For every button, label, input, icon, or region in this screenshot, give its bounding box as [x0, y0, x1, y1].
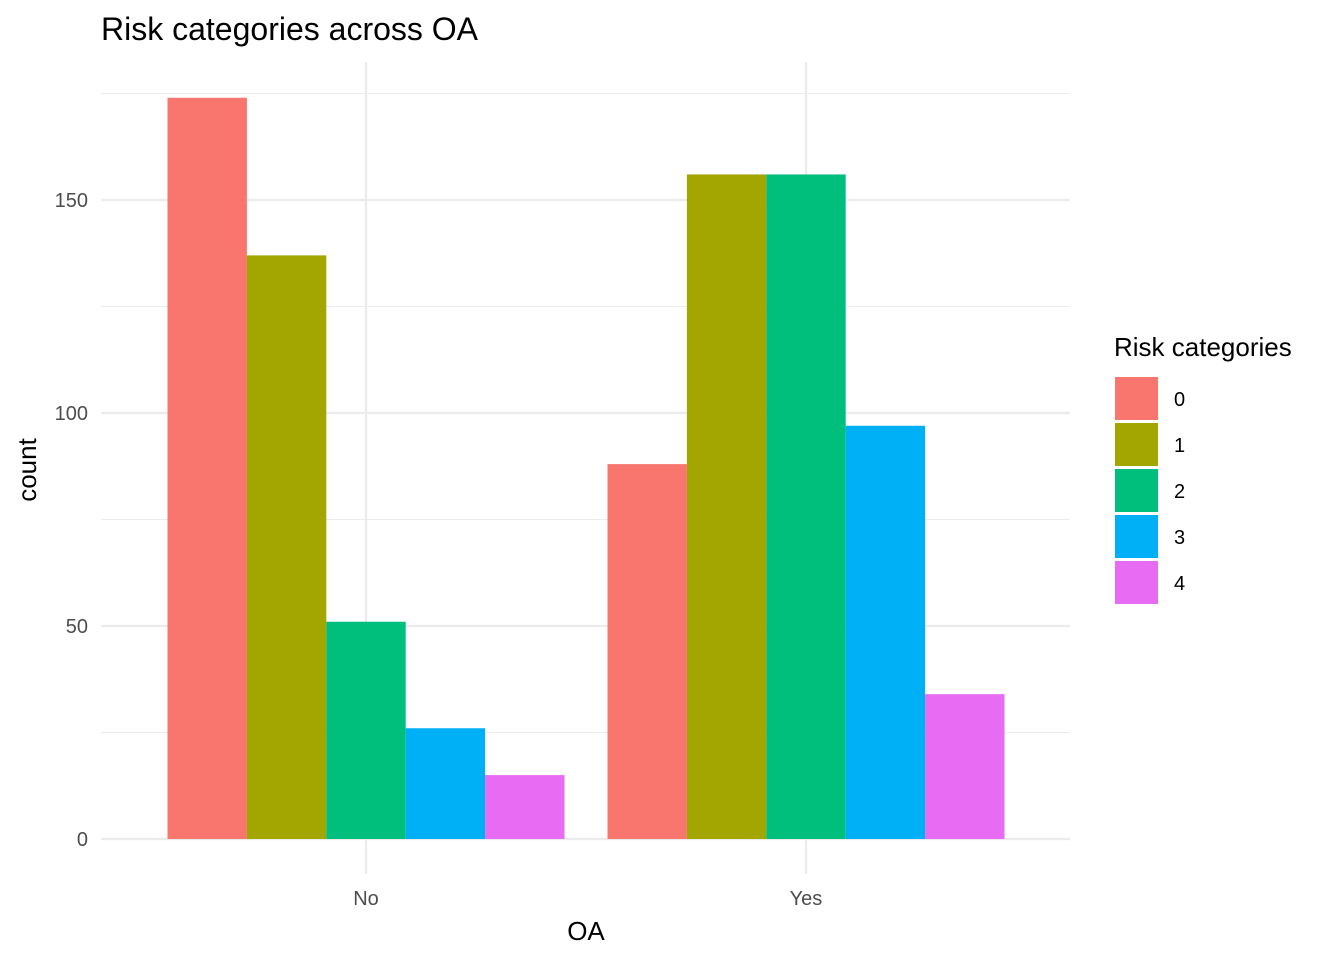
x-axis-title: OA	[567, 916, 605, 946]
bar-yes-risk-0	[607, 464, 687, 839]
y-axis-title: count	[12, 437, 42, 501]
legend-label: 2	[1174, 481, 1185, 503]
bar-no-risk-4	[485, 775, 565, 839]
bar-yes-risk-3	[845, 425, 926, 839]
bar-yes-risk-4	[925, 694, 1005, 839]
bar-yes-risk-1	[686, 174, 767, 839]
legend-label: 1	[1174, 435, 1185, 457]
x-tick-label: No	[353, 888, 379, 910]
legend: Risk categories 0 1 2 3 4	[1114, 332, 1292, 604]
x-axis-ticks: No Yes	[353, 888, 822, 910]
y-tick-label: 0	[77, 829, 88, 851]
legend-key-2	[1115, 469, 1158, 512]
legend-key-3	[1115, 515, 1158, 558]
bar-no-risk-3	[405, 728, 486, 839]
legend-label: 3	[1174, 527, 1185, 549]
bar-no-risk-0	[167, 97, 247, 839]
legend-key-4	[1115, 561, 1158, 604]
bar-no-risk-2	[326, 621, 406, 839]
y-tick-label: 150	[55, 190, 88, 212]
y-axis-ticks: 0 50 100 150	[55, 190, 88, 851]
chart-title: Risk categories across OA	[101, 11, 479, 47]
y-tick-label: 100	[55, 403, 88, 425]
legend-key-1	[1115, 423, 1158, 466]
bar-no-risk-1	[246, 255, 327, 839]
legend-key-0	[1115, 377, 1158, 420]
bar-yes-risk-2	[766, 174, 846, 839]
legend-label: 4	[1174, 573, 1185, 595]
y-tick-label: 50	[66, 616, 88, 638]
bars	[167, 97, 1005, 839]
legend-label: 0	[1174, 389, 1185, 411]
x-tick-label: Yes	[790, 888, 823, 910]
legend-title: Risk categories	[1114, 332, 1292, 362]
